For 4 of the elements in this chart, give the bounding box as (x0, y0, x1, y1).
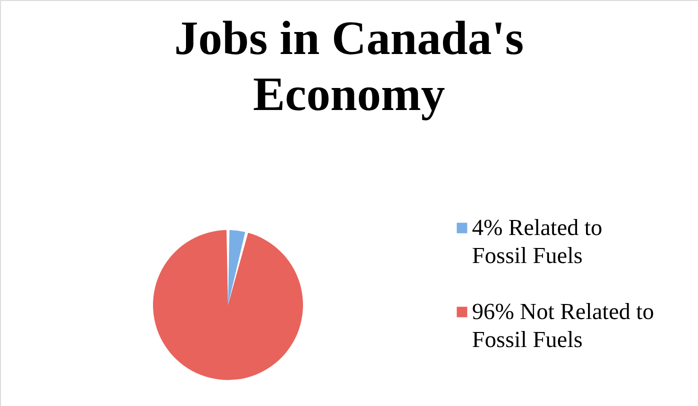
pie-slice (228, 230, 246, 305)
chart-title: Jobs in Canada's Economy (174, 12, 524, 121)
legend-label: 4% Related to Fossil Fuels (472, 215, 602, 268)
legend-label: 96% Not Related to Fossil Fuels (472, 299, 654, 352)
